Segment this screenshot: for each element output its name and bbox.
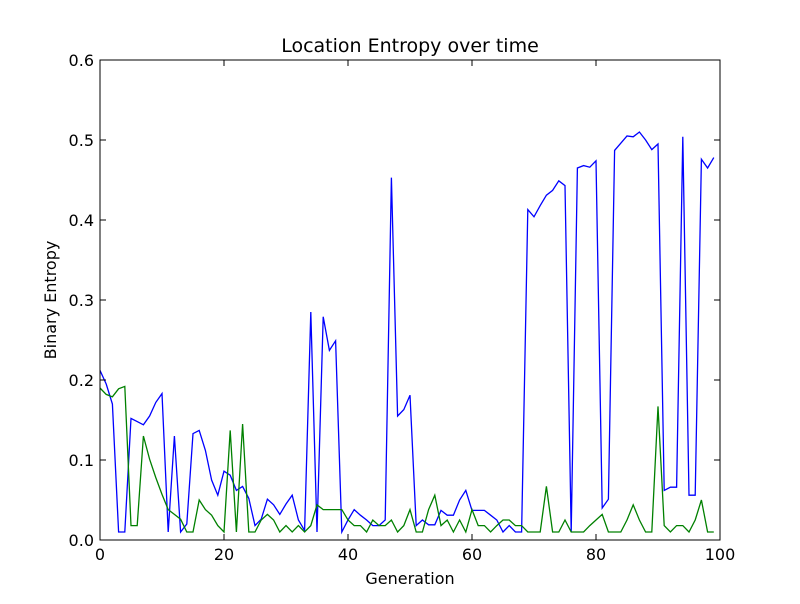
y-tick-label: 0.0 [69,531,94,550]
y-tick-label: 0.6 [69,51,94,70]
x-tick-label: 60 [462,545,482,564]
x-tick-label: 100 [705,545,736,564]
x-axis-label: Generation [365,569,454,588]
x-tick-label: 0 [95,545,105,564]
y-tick-label: 0.5 [69,131,94,150]
plot-area: 0 20 40 60 80 100 0.0 0.1 0.2 0.3 0.4 0.5 0.6 [69,51,736,564]
y-tick-label: 0.4 [69,211,94,230]
series-line-2 [99,385,714,534]
y-axis-label: Binary Entropy [41,241,60,360]
series-line-1 [99,131,715,535]
y-tick-label: 0.2 [69,371,94,390]
x-tick-label: 80 [586,545,606,564]
y-tick-label: 0.1 [69,451,94,470]
x-tick-label: 40 [338,545,358,564]
x-tick-label: 20 [214,545,234,564]
y-tick-label: 0.3 [69,291,94,310]
chart-title: Location Entropy over time [281,35,539,57]
